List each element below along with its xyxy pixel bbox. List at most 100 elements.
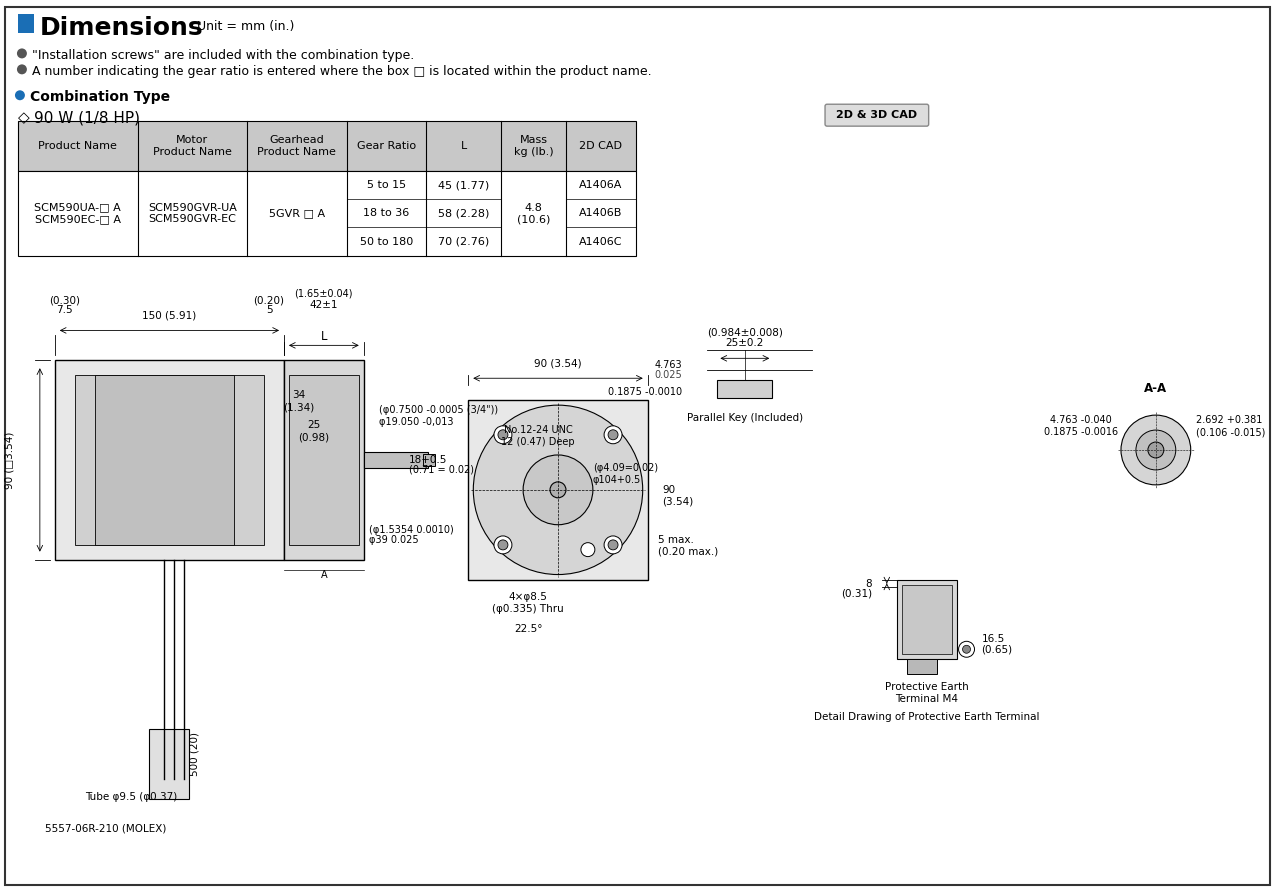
Text: 90 (3.54): 90 (3.54) bbox=[534, 359, 582, 368]
Text: 18 to 36: 18 to 36 bbox=[364, 209, 410, 219]
Text: 45 (1.77): 45 (1.77) bbox=[438, 180, 489, 190]
Bar bbox=[55, 360, 284, 559]
Text: 0.025: 0.025 bbox=[655, 370, 682, 380]
Text: 70 (2.76): 70 (2.76) bbox=[438, 236, 489, 246]
Text: 50 to 180: 50 to 180 bbox=[360, 236, 413, 246]
Text: (0.30): (0.30) bbox=[49, 295, 81, 305]
Text: (φ0.7500 -0.0005 (3/4")): (φ0.7500 -0.0005 (3/4")) bbox=[379, 405, 498, 415]
Text: SCM590GVR-UA
SCM590GVR-EC: SCM590GVR-UA SCM590GVR-EC bbox=[148, 202, 237, 224]
Circle shape bbox=[1135, 430, 1176, 470]
Text: 500 (20): 500 (20) bbox=[189, 732, 200, 776]
Text: 18+0.5: 18+0.5 bbox=[408, 455, 447, 465]
Text: (0.65): (0.65) bbox=[982, 644, 1012, 654]
Text: (0.71 = 0.02): (0.71 = 0.02) bbox=[408, 465, 474, 475]
Bar bbox=[284, 360, 364, 559]
Circle shape bbox=[608, 430, 618, 440]
Text: (φ0.335) Thru: (φ0.335) Thru bbox=[493, 605, 564, 615]
Text: Unit = mm (in.): Unit = mm (in.) bbox=[197, 20, 294, 32]
Text: 2.692 +0.381: 2.692 +0.381 bbox=[1196, 415, 1262, 425]
Bar bbox=[18, 121, 636, 171]
Circle shape bbox=[604, 425, 622, 443]
Text: 25±0.2: 25±0.2 bbox=[726, 338, 764, 349]
Text: Mass
kg (lb.): Mass kg (lb.) bbox=[513, 136, 553, 157]
Text: 4.763: 4.763 bbox=[655, 360, 682, 370]
Circle shape bbox=[498, 430, 508, 440]
Text: φ19.050 -0,013: φ19.050 -0,013 bbox=[379, 417, 453, 427]
Circle shape bbox=[608, 540, 618, 549]
Circle shape bbox=[1148, 442, 1164, 458]
Text: 5 to 15: 5 to 15 bbox=[367, 180, 406, 190]
Bar bbox=[18, 171, 636, 256]
Bar bbox=[902, 584, 951, 654]
Text: Gear Ratio: Gear Ratio bbox=[357, 141, 416, 151]
Text: 4.763 -0.040: 4.763 -0.040 bbox=[1051, 415, 1112, 425]
Circle shape bbox=[959, 641, 974, 657]
Bar bbox=[468, 401, 648, 580]
Circle shape bbox=[494, 536, 512, 554]
Circle shape bbox=[494, 425, 512, 443]
Text: 7.5: 7.5 bbox=[56, 305, 73, 316]
Text: 4×φ8.5: 4×φ8.5 bbox=[508, 592, 548, 602]
Circle shape bbox=[1121, 415, 1190, 485]
Text: 22.5°: 22.5° bbox=[513, 624, 543, 634]
Text: (0.98): (0.98) bbox=[298, 432, 329, 442]
FancyBboxPatch shape bbox=[826, 104, 929, 126]
Bar bbox=[150, 729, 189, 798]
Text: 90: 90 bbox=[663, 485, 676, 495]
Text: (1.34): (1.34) bbox=[283, 402, 315, 412]
Text: Detail Drawing of Protective Earth Terminal: Detail Drawing of Protective Earth Termi… bbox=[814, 712, 1039, 722]
Text: 25: 25 bbox=[307, 420, 320, 430]
Text: (0.984±0.008): (0.984±0.008) bbox=[707, 327, 783, 337]
Text: 90 (□3.54): 90 (□3.54) bbox=[5, 431, 15, 489]
Bar bbox=[897, 580, 956, 659]
Text: ◇: ◇ bbox=[18, 111, 29, 125]
Text: Terminal M4: Terminal M4 bbox=[895, 694, 959, 704]
Bar bbox=[906, 659, 937, 674]
Text: 150 (5.91): 150 (5.91) bbox=[142, 310, 197, 320]
Text: A number indicating the gear ratio is entered where the box □ is located within : A number indicating the gear ratio is en… bbox=[32, 65, 652, 78]
Text: φ39 0.025: φ39 0.025 bbox=[369, 534, 419, 545]
Circle shape bbox=[15, 90, 24, 100]
Text: 8: 8 bbox=[865, 579, 872, 589]
Text: (0.20 max.): (0.20 max.) bbox=[658, 547, 718, 557]
Text: A1406B: A1406B bbox=[579, 209, 622, 219]
Bar bbox=[364, 452, 429, 468]
Bar bbox=[717, 380, 772, 398]
Circle shape bbox=[474, 405, 643, 574]
Text: 16.5: 16.5 bbox=[982, 634, 1005, 644]
Text: Dimensions: Dimensions bbox=[40, 15, 204, 39]
Text: 12 (0.47) Deep: 12 (0.47) Deep bbox=[502, 437, 575, 447]
Text: (1.65±0.04): (1.65±0.04) bbox=[294, 288, 353, 299]
Text: φ104+0.5: φ104+0.5 bbox=[593, 475, 641, 485]
Text: A: A bbox=[320, 569, 328, 580]
Circle shape bbox=[17, 64, 27, 74]
Bar bbox=[95, 376, 234, 545]
Text: A-A: A-A bbox=[1144, 382, 1167, 395]
Text: Motor
Product Name: Motor Product Name bbox=[152, 136, 232, 157]
Bar bbox=[18, 13, 33, 34]
Text: SCM590UA-□ A
SCM590EC-□ A: SCM590UA-□ A SCM590EC-□ A bbox=[35, 202, 122, 224]
Circle shape bbox=[581, 542, 595, 557]
Text: 2D CAD: 2D CAD bbox=[580, 141, 622, 151]
Text: Tube φ9.5 (φ0.37): Tube φ9.5 (φ0.37) bbox=[84, 792, 177, 802]
Text: No.12-24 UNC: No.12-24 UNC bbox=[504, 425, 572, 435]
Bar bbox=[289, 376, 358, 545]
Text: 0.1875 -0.0016: 0.1875 -0.0016 bbox=[1044, 427, 1119, 437]
Text: A1406C: A1406C bbox=[579, 236, 622, 246]
Text: Gearhead
Product Name: Gearhead Product Name bbox=[257, 136, 337, 157]
Text: "Installation screws" are included with the combination type.: "Installation screws" are included with … bbox=[32, 49, 415, 62]
Text: 2D & 3D CAD: 2D & 3D CAD bbox=[836, 111, 918, 120]
Text: 5557-06R-210 (MOLEX): 5557-06R-210 (MOLEX) bbox=[45, 823, 166, 834]
Bar bbox=[74, 376, 264, 545]
Text: (φ4.09=0.02): (φ4.09=0.02) bbox=[593, 463, 658, 473]
Text: Protective Earth: Protective Earth bbox=[884, 682, 969, 692]
Text: (0.106 -0.015): (0.106 -0.015) bbox=[1196, 427, 1265, 437]
Text: (0.20): (0.20) bbox=[253, 295, 284, 305]
Text: 5GVR □ A: 5GVR □ A bbox=[269, 209, 325, 219]
Text: L: L bbox=[461, 141, 467, 151]
Text: Product Name: Product Name bbox=[38, 141, 118, 151]
Text: Parallel Key (Included): Parallel Key (Included) bbox=[687, 413, 803, 423]
Text: 90 W (1/8 HP): 90 W (1/8 HP) bbox=[33, 111, 140, 125]
Text: 5: 5 bbox=[266, 305, 273, 316]
Text: 34: 34 bbox=[292, 390, 306, 401]
